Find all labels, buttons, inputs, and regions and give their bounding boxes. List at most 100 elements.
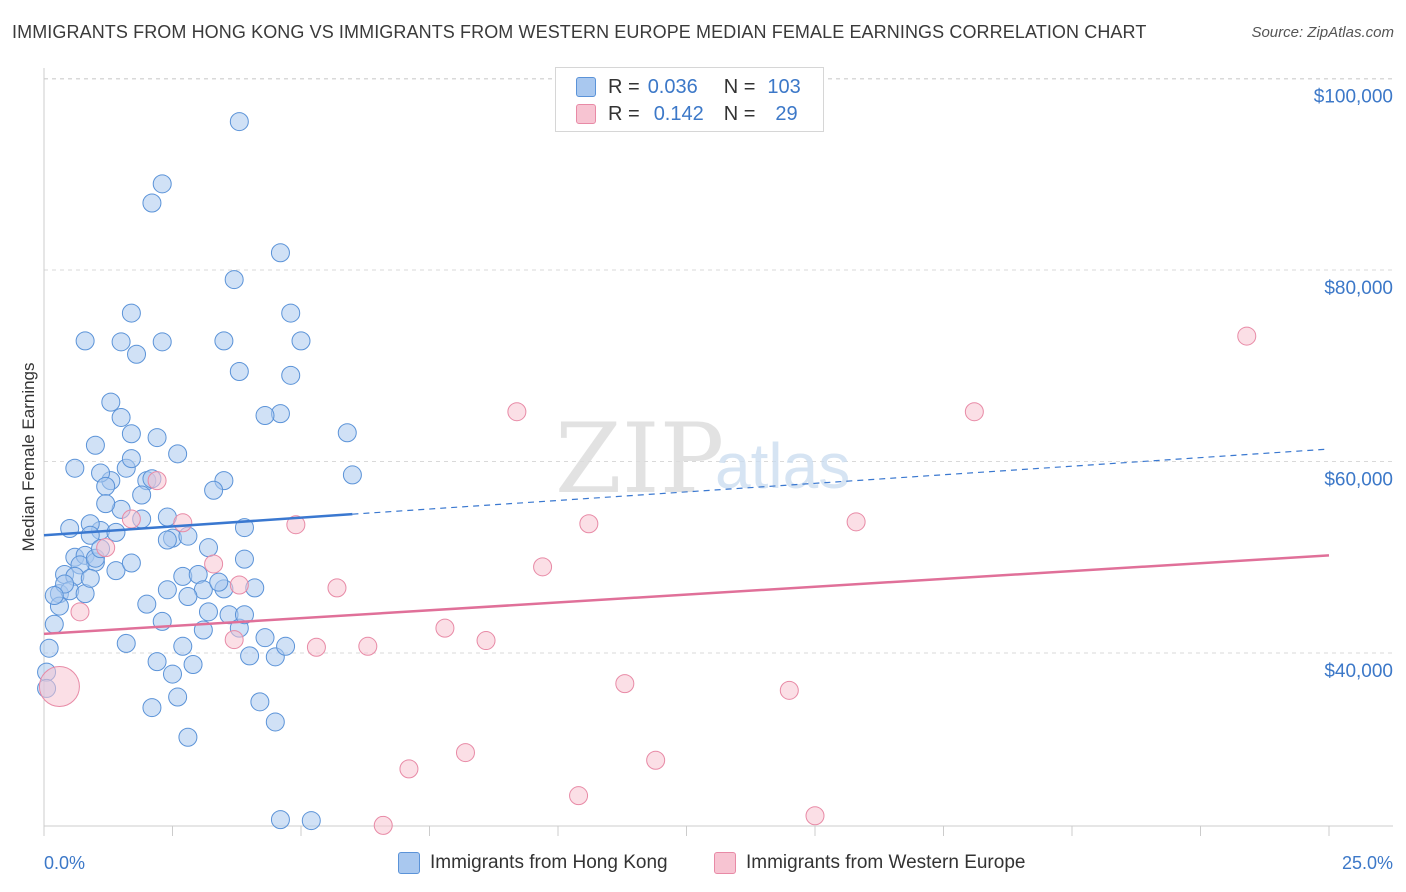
y-tick-label: $60,000 <box>1324 470 1393 491</box>
point-western-europe <box>569 786 589 806</box>
point-hong-kong <box>127 344 147 364</box>
legend-r-label: R = <box>608 102 640 125</box>
point-western-europe <box>306 637 326 657</box>
point-hong-kong <box>152 332 172 352</box>
point-western-europe <box>615 674 635 694</box>
point-hong-kong <box>111 332 131 352</box>
point-hong-kong <box>80 568 100 588</box>
point-hong-kong <box>121 424 141 444</box>
point-hong-kong <box>301 811 321 831</box>
point-western-europe <box>579 514 599 534</box>
y-tick-label: $40,000 <box>1324 661 1393 682</box>
point-hong-kong <box>281 303 301 323</box>
y-tick-label: $100,000 <box>1314 87 1393 108</box>
point-hong-kong <box>101 392 121 412</box>
point-hong-kong <box>121 553 141 573</box>
point-hong-kong <box>152 174 172 194</box>
legend-row-western-europe: R = 0.142 N = 29 <box>576 100 798 128</box>
point-hong-kong <box>44 586 64 606</box>
point-hong-kong <box>270 243 290 263</box>
point-western-europe <box>435 618 455 638</box>
point-hong-kong <box>198 602 218 622</box>
point-hong-kong <box>96 476 116 496</box>
point-hong-kong <box>111 407 131 427</box>
point-hong-kong <box>255 628 275 648</box>
point-hong-kong <box>178 727 198 747</box>
point-western-europe <box>147 471 167 491</box>
legend-swatch-western-europe <box>576 104 596 124</box>
point-western-europe <box>646 750 666 770</box>
source-label: Source: ZipAtlas.com <box>1251 24 1394 41</box>
point-hong-kong <box>39 638 59 658</box>
point-hong-kong <box>265 712 285 732</box>
series-swatch-western-europe <box>714 852 736 874</box>
x-tick-label-min: 0.0% <box>44 853 85 873</box>
legend-swatch-hong-kong <box>576 77 596 97</box>
chart-title: IMMIGRANTS FROM HONG KONG VS IMMIGRANTS … <box>12 22 1147 42</box>
point-hong-kong <box>168 687 188 707</box>
legend-r-label: R = <box>608 75 640 98</box>
series-legend-western-europe[interactable]: Immigrants from Western Europe <box>714 852 1025 874</box>
legend-n-label: N = <box>723 102 756 125</box>
point-hong-kong <box>163 664 182 684</box>
point-western-europe <box>229 575 249 595</box>
watermark-atlas: atlas <box>715 430 850 502</box>
point-western-europe <box>846 512 866 532</box>
legend-r-value: 0.142 <box>653 102 704 125</box>
correlation-legend: R = 0.036 N = 103 R = 0.142 N = 29 <box>555 67 824 132</box>
series-hong-kong-points <box>37 112 362 831</box>
point-hong-kong <box>75 331 95 351</box>
point-western-europe <box>327 578 347 598</box>
watermark: ZIP atlas <box>555 403 850 515</box>
point-hong-kong <box>276 636 296 656</box>
point-hong-kong <box>270 810 290 830</box>
point-hong-kong <box>255 406 275 426</box>
point-hong-kong <box>209 572 229 592</box>
point-hong-kong <box>198 538 218 558</box>
point-hong-kong <box>234 605 254 625</box>
point-hong-kong <box>342 465 362 485</box>
point-hong-kong <box>178 587 198 607</box>
point-western-europe <box>779 680 799 700</box>
point-western-europe <box>70 602 90 622</box>
point-western-europe <box>224 630 244 650</box>
point-hong-kong <box>229 112 249 132</box>
point-hong-kong <box>96 494 116 514</box>
point-hong-kong <box>142 193 162 213</box>
x-tick-label-max: 25.0% <box>1342 853 1393 873</box>
point-hong-kong <box>281 365 301 385</box>
y-axis-title: Median Female Earnings <box>19 363 38 552</box>
point-western-europe <box>373 815 393 835</box>
point-hong-kong <box>85 435 105 455</box>
point-hong-kong <box>224 270 244 290</box>
point-hong-kong <box>240 646 260 666</box>
point-hong-kong <box>44 614 64 634</box>
point-hong-kong <box>337 423 357 443</box>
legend-r-value: 0.036 <box>647 75 698 98</box>
y-tick-label: $80,000 <box>1324 278 1393 299</box>
trend-hong-kong-dashed <box>352 448 1330 515</box>
series-legend-hong-kong[interactable]: Immigrants from Hong Kong <box>398 852 668 874</box>
point-hong-kong <box>183 654 203 674</box>
point-western-europe <box>121 509 141 529</box>
point-hong-kong <box>234 549 254 569</box>
series-swatch-hong-kong <box>398 852 420 874</box>
point-hong-kong <box>204 480 224 500</box>
point-hong-kong <box>142 698 162 718</box>
trend-hong-kong-solid <box>43 512 353 537</box>
point-western-europe <box>38 666 80 708</box>
point-hong-kong <box>214 331 234 351</box>
point-western-europe <box>507 402 527 422</box>
point-hong-kong <box>106 561 126 581</box>
point-western-europe <box>358 636 378 656</box>
point-hong-kong <box>291 331 311 351</box>
point-western-europe <box>476 631 496 651</box>
point-hong-kong <box>132 485 152 505</box>
point-western-europe <box>1237 326 1257 346</box>
point-western-europe <box>399 759 419 779</box>
point-western-europe <box>533 557 553 577</box>
point-hong-kong <box>116 633 136 653</box>
point-hong-kong <box>121 303 141 323</box>
point-hong-kong <box>168 444 188 464</box>
